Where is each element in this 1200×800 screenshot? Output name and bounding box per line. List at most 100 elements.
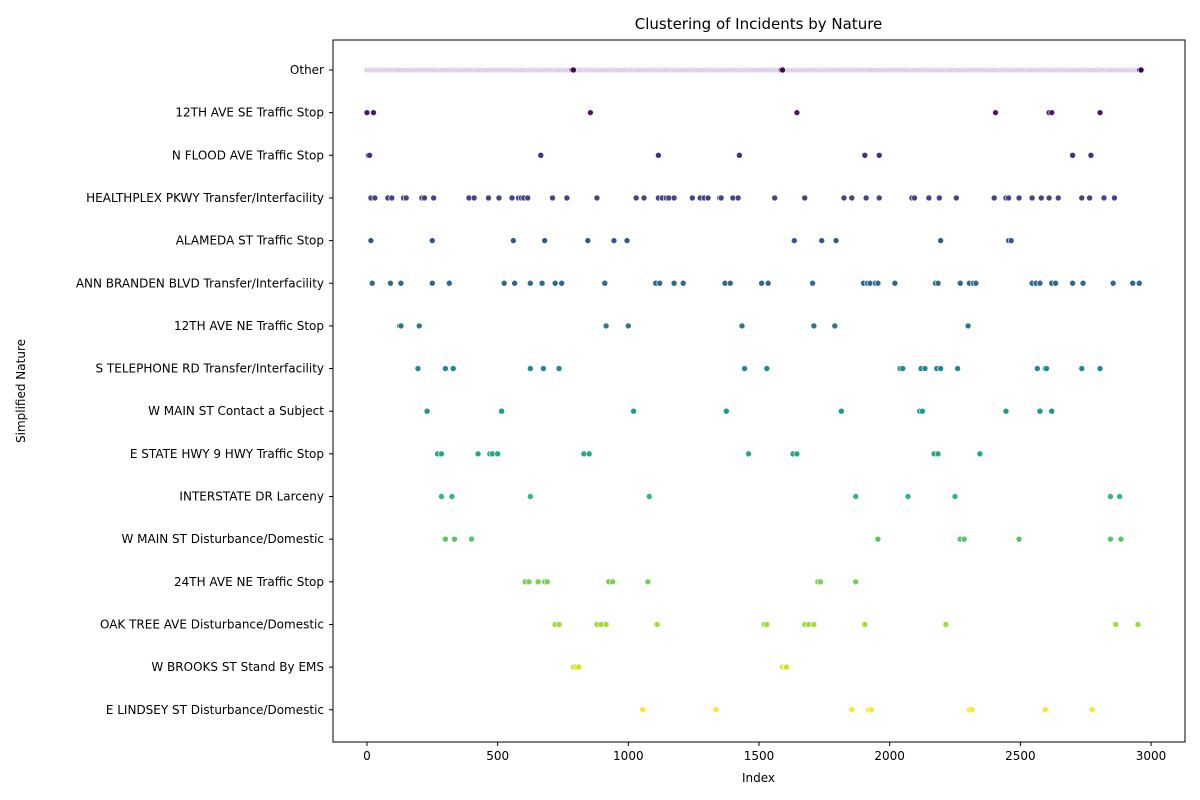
- point-9: [934, 450, 942, 458]
- point-3: [495, 194, 503, 202]
- x-tick-label: 2500: [1005, 749, 1036, 763]
- point-3: [911, 194, 918, 202]
- point-9: [976, 450, 984, 458]
- point-12: [644, 578, 652, 586]
- y-tick-label: W MAIN ST Contact a Subject: [148, 404, 324, 418]
- point-3: [1028, 194, 1036, 202]
- point-7: [763, 365, 771, 372]
- point-9: [494, 450, 501, 458]
- point-3: [549, 194, 556, 202]
- point-7: [937, 365, 944, 372]
- point-5: [1109, 279, 1117, 287]
- plot-frame: [332, 39, 1186, 743]
- point-8: [1036, 407, 1044, 415]
- point-5: [956, 279, 964, 287]
- point-4: [1007, 237, 1015, 244]
- point-3: [717, 194, 725, 202]
- point-5: [558, 279, 565, 287]
- point-3: [936, 194, 943, 202]
- point-6: [831, 322, 839, 330]
- point-2: [861, 152, 869, 159]
- y-tick-label: 12TH AVE SE Traffic Stop: [175, 106, 324, 120]
- y-axis-ticks: Other 12TH AVE SE Traffic Stop N FLOOD AVE…: [76, 63, 333, 717]
- point-1: [370, 109, 377, 116]
- y-tick-label: E STATE HWY 9 HWY Traffic Stop: [130, 447, 324, 461]
- point-15: [1088, 706, 1096, 714]
- point-3: [1100, 194, 1108, 202]
- point-10: [438, 493, 445, 500]
- point-6: [810, 322, 818, 330]
- point-10: [1116, 493, 1123, 500]
- point-10: [951, 493, 959, 500]
- x-tick-label: 1500: [744, 749, 775, 763]
- point-3: [990, 194, 998, 202]
- point-15: [712, 706, 720, 714]
- point-8: [1002, 407, 1010, 415]
- point-11: [442, 535, 449, 543]
- point-3: [1054, 194, 1062, 202]
- point-5: [511, 279, 518, 287]
- point-5: [1135, 279, 1143, 287]
- point-3: [953, 194, 960, 202]
- point-4: [541, 237, 548, 244]
- point-3: [632, 194, 640, 202]
- point-10: [852, 493, 859, 500]
- point-6: [397, 322, 405, 330]
- point-8: [838, 407, 845, 415]
- y-axis-label: Simplified Nature: [14, 339, 28, 443]
- point-15: [639, 706, 646, 714]
- point-9: [793, 450, 801, 458]
- point-1: [793, 109, 801, 116]
- point-7: [414, 365, 422, 372]
- point-3: [670, 194, 678, 202]
- point-6: [602, 322, 610, 330]
- x-tick-label: 2000: [874, 749, 905, 763]
- point-10: [527, 493, 534, 500]
- point-4: [790, 237, 798, 244]
- y-tick-label: Other: [290, 63, 324, 77]
- point-8: [1048, 407, 1056, 415]
- point-3: [470, 194, 478, 202]
- point-7: [1034, 365, 1041, 372]
- point-2: [875, 152, 883, 159]
- point-other-highlight: [570, 66, 577, 74]
- point-7: [1043, 365, 1050, 372]
- y-tick-label: 12TH AVE NE Traffic Stop: [174, 319, 324, 333]
- point-7: [741, 365, 748, 372]
- y-tick-label: OAK TREE AVE Disturbance/Domestic: [100, 617, 324, 631]
- point-3: [1078, 194, 1086, 202]
- point-10: [904, 493, 912, 500]
- point-5: [1069, 279, 1076, 287]
- point-5: [601, 279, 609, 287]
- point-2: [537, 152, 545, 159]
- point-5: [1079, 279, 1087, 287]
- point-8: [630, 407, 637, 415]
- x-tick-label: 500: [486, 749, 509, 763]
- x-tick-label: 1000: [613, 749, 644, 763]
- point-3: [430, 194, 437, 202]
- point-11: [451, 535, 458, 543]
- y-tick-label: 24TH AVE NE Traffic Stop: [174, 575, 324, 589]
- point-3: [593, 194, 601, 202]
- point-3: [402, 194, 410, 202]
- y-tick-label: INTERSTATE DR Larceny: [179, 490, 324, 504]
- y-tick-label: ALAMEDA ST Traffic Stop: [176, 234, 324, 248]
- point-5: [1036, 279, 1044, 287]
- point-5: [874, 279, 882, 287]
- x-axis-ticks: 0 500 1000 1500 2000 2500 3000: [363, 742, 1166, 763]
- point-7: [1096, 365, 1104, 372]
- y-tick-label: HEALTHPLEX PKWY Transfer/Interfacility: [86, 191, 324, 205]
- point-13: [1112, 621, 1120, 628]
- point-5: [446, 279, 453, 287]
- point-1: [587, 109, 594, 116]
- point-4: [937, 237, 944, 244]
- point-5: [387, 279, 394, 287]
- point-5: [527, 279, 534, 287]
- points-layer: [363, 66, 1145, 714]
- point-8: [723, 407, 730, 415]
- point-9: [745, 450, 752, 458]
- point-5: [429, 279, 436, 287]
- point-13: [602, 621, 610, 628]
- y-tick-label: W BROOKS ST Stand By EMS: [151, 660, 324, 674]
